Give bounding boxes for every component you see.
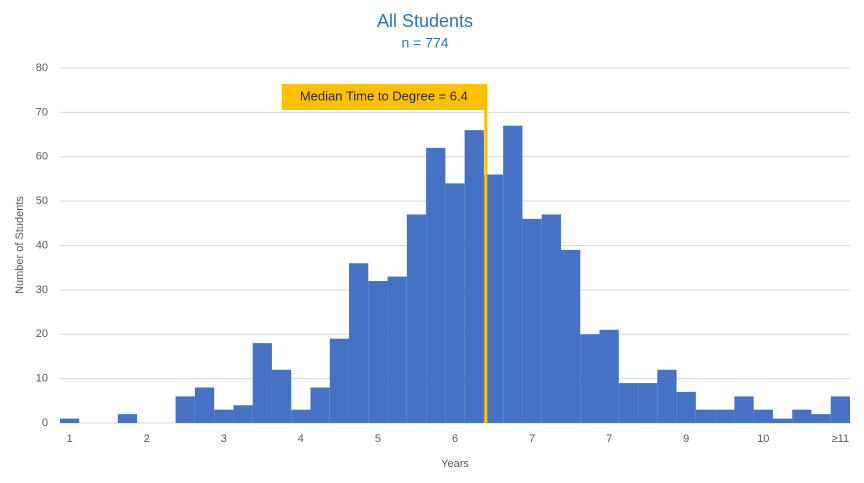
y-tick-label: 60 [36, 151, 48, 163]
bar [580, 334, 600, 423]
bar [214, 409, 234, 423]
x-tick-label: 7 [606, 433, 612, 445]
y-axis-label: Number of Students [14, 196, 26, 294]
chart-title: All Students [377, 11, 473, 31]
y-tick-label: 10 [36, 373, 48, 385]
bar [483, 174, 504, 423]
bar [252, 343, 272, 423]
bar [349, 263, 369, 423]
bar [599, 329, 619, 423]
bar [175, 396, 195, 423]
bar [772, 418, 793, 423]
x-tick-label: 2 [144, 433, 150, 445]
annotation-box [281, 84, 486, 110]
bar [426, 147, 446, 423]
x-tick-label: 3 [221, 433, 227, 445]
y-tick-label: 70 [36, 106, 48, 118]
bar [618, 383, 639, 423]
annotation-label: Median Time to Degree = 6.4 [300, 88, 468, 103]
x-tick-label: 4 [298, 433, 304, 445]
bar [541, 214, 561, 423]
bar [638, 383, 658, 423]
bar [792, 409, 812, 423]
bar [445, 183, 465, 423]
y-tick-label: 30 [36, 284, 48, 296]
bar [830, 396, 850, 423]
bar [695, 409, 716, 423]
bar [329, 338, 350, 423]
bar [233, 405, 253, 423]
bar [715, 409, 735, 423]
bar [194, 387, 215, 423]
x-tick-label: 6 [452, 433, 458, 445]
y-tick-label: 80 [36, 62, 48, 74]
y-tick-label: 40 [36, 239, 48, 251]
bar [387, 276, 407, 423]
bar [60, 418, 80, 423]
bar [503, 125, 523, 423]
x-tick-label: 10 [757, 433, 769, 445]
bar [368, 281, 388, 423]
bar [310, 387, 330, 423]
chart-subtitle: n = 774 [401, 35, 448, 51]
bar [291, 409, 311, 423]
x-tick-label: 9 [683, 433, 689, 445]
bar [406, 214, 427, 423]
bar [464, 130, 484, 423]
y-tick-label: 20 [36, 328, 48, 340]
bar [811, 414, 831, 423]
bar [676, 391, 696, 423]
x-axis-label: Years [441, 458, 469, 470]
bar [522, 218, 542, 423]
bar [753, 409, 773, 423]
y-tick-label: 50 [36, 195, 48, 207]
x-tick-label: 5 [375, 433, 381, 445]
bar [560, 249, 581, 423]
x-tick-label: 1 [67, 433, 73, 445]
x-tick-label: ≥11 [832, 433, 849, 445]
bar [271, 369, 292, 423]
bar [117, 414, 138, 423]
y-tick-label: 0 [42, 417, 48, 429]
x-tick-label: 7 [529, 433, 535, 445]
bar [734, 396, 754, 423]
bar [657, 369, 677, 423]
